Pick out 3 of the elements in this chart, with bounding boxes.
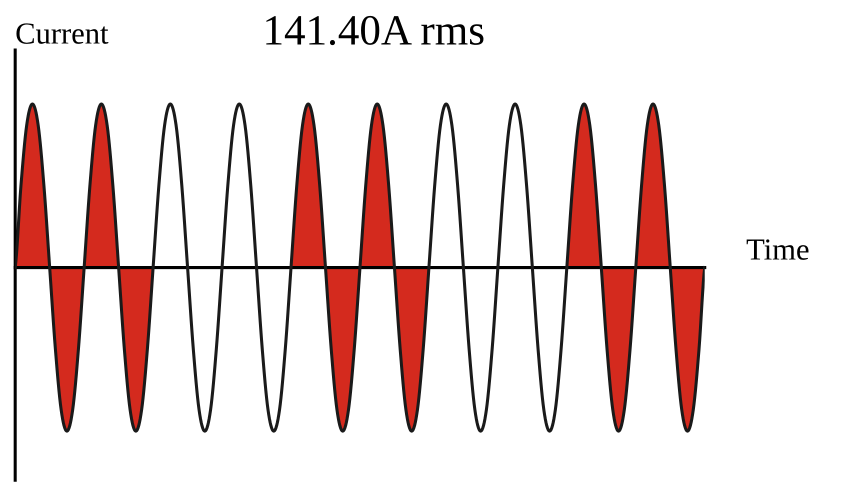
x-axis-title: Time — [746, 239, 808, 260]
y-axis-title: Current — [16, 23, 108, 44]
chart-title: 141.40A rms — [266, 16, 484, 46]
